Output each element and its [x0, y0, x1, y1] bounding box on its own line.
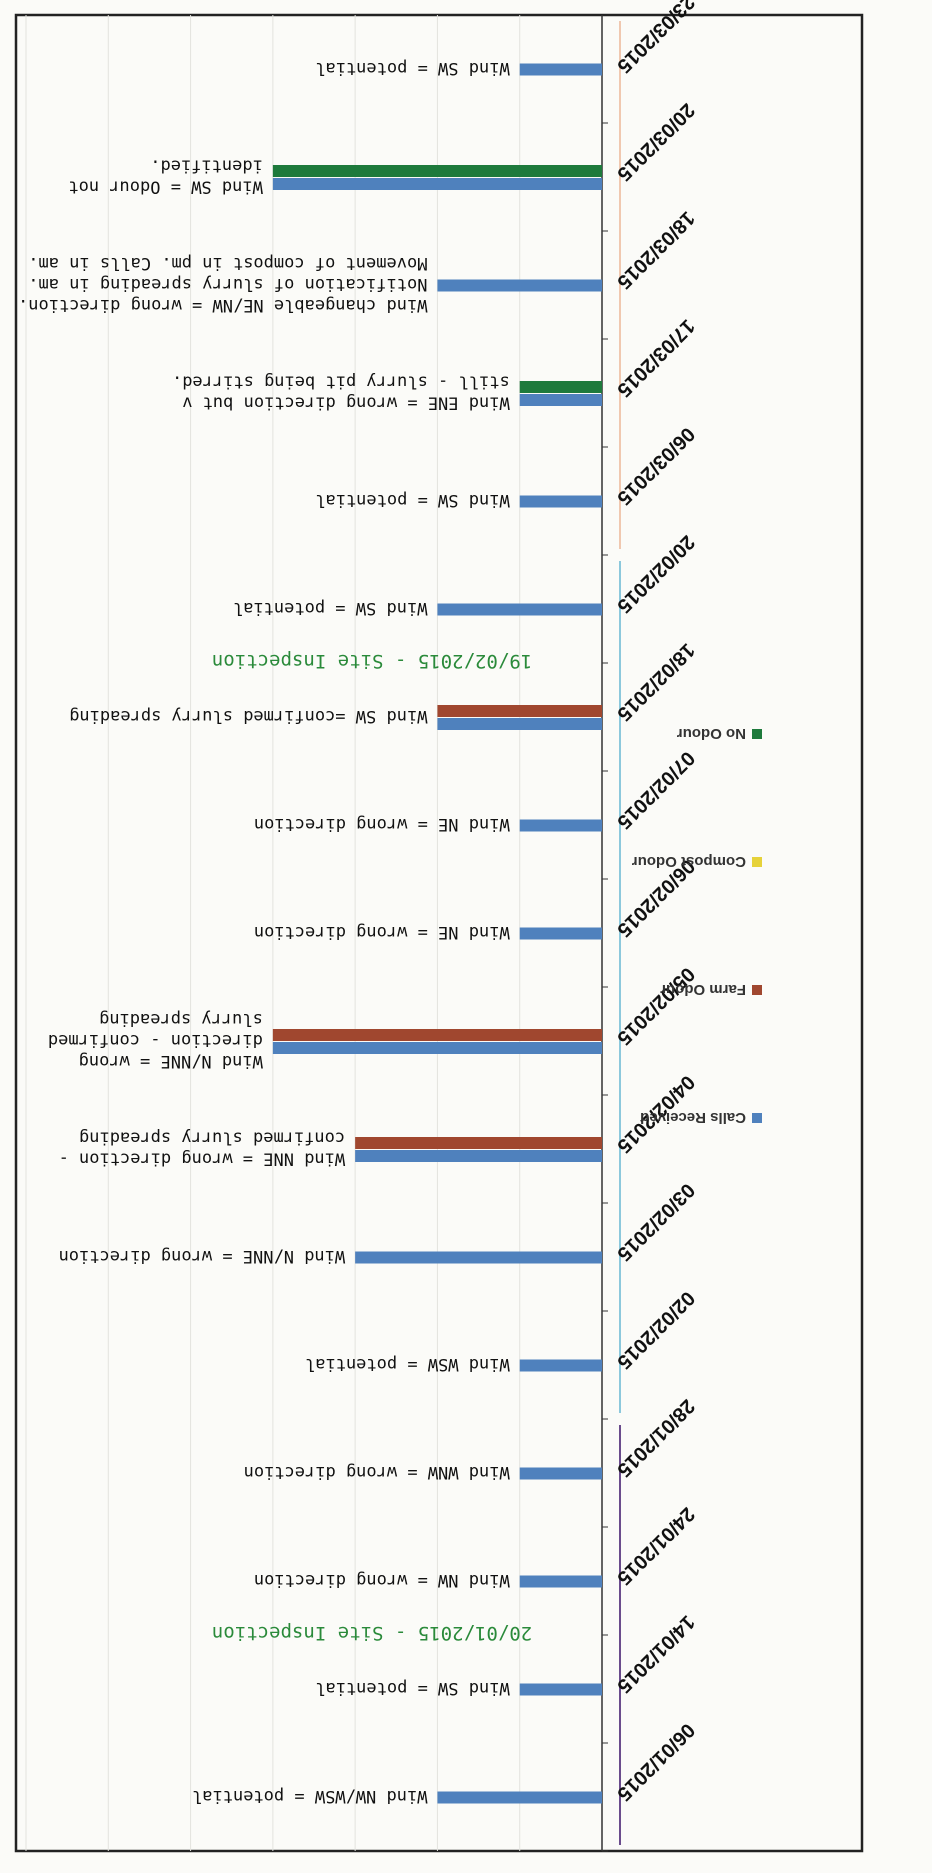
y-tick-label: 2 [431, 0, 443, 1]
bar-calls-received [519, 63, 602, 76]
x-tick-label: 23/03/2015 [612, 0, 698, 77]
bar-calls-received [519, 927, 602, 940]
bar-annotation: Wind NE = wrong direction [254, 814, 510, 834]
bar-calls-received [519, 1683, 602, 1696]
bar-annotation: Wind NE = wrong direction [254, 922, 510, 942]
x-tick-label: 05/02/2015 [612, 963, 698, 1049]
bar-annotation: direction - confirmed [48, 1030, 263, 1050]
plot-frame [14, 13, 864, 1853]
x-tick-label: 17/03/2015 [612, 315, 698, 401]
bar-annotation: Wind N/NNE = wrong [79, 1051, 263, 1071]
x-tick-label: 28/01/2015 [612, 1395, 698, 1481]
bar-calls-received [272, 1042, 602, 1054]
bar-no-odour [272, 165, 602, 177]
bar-farm-odour [437, 705, 602, 717]
bar-calls-received [437, 603, 602, 616]
bar-calls-received [437, 718, 602, 730]
bar-calls-received [272, 178, 602, 190]
bar-annotation: Wind SW = potential [315, 1678, 509, 1698]
bar-annotation: Wind ENE = wrong direction but v [182, 393, 510, 413]
y-tick-label: 1 [514, 0, 526, 1]
y-tick-label: 4 [266, 0, 279, 1]
legend-swatch [752, 729, 762, 739]
bar-calls-received [519, 1575, 602, 1588]
bar-calls-received [519, 1467, 602, 1480]
y-tick-label: 6 [102, 0, 114, 1]
bar-farm-odour [355, 1137, 602, 1149]
y-tick-label: 0 [596, 0, 608, 1]
legend-swatch [752, 1113, 762, 1123]
legend-label: No Odour [677, 725, 746, 742]
legend-label: Compost Odour [632, 853, 746, 870]
legend-swatch [752, 857, 762, 867]
bar-annotation: Wind SW = potential [233, 598, 427, 618]
bar-annotation: Wind SW = potential [315, 58, 509, 78]
bar-annotation: Wind NW/WSW = potential [192, 1786, 427, 1806]
chart-rotated-group: 0 1 2 3 4 5 6 7 Wind NW/WSW = potential 06/01/201… [14, 0, 864, 1853]
x-tick-label: 07/02/2015 [612, 747, 698, 833]
bar-calls-received [437, 279, 602, 292]
bar-calls-received [355, 1150, 602, 1162]
x-tick-label: 02/02/2015 [612, 1287, 698, 1373]
bar-annotation: confirmed slurry spreading [79, 1128, 345, 1148]
legend-swatch [752, 985, 762, 995]
bar-calls-received [437, 1791, 602, 1804]
x-tick-label: 20/02/2015 [612, 531, 698, 617]
y-tick-label: 3 [349, 0, 361, 1]
bar-annotation: Wind changeable NE/NW = wrong direction. [18, 295, 427, 315]
bar-calls-received [519, 1359, 602, 1372]
bar-no-odour [519, 381, 602, 393]
bar-annotation: Movement of compost in pm. Calls in am. [28, 253, 427, 273]
x-tick-label: 06/01/2015 [612, 1719, 698, 1805]
x-tick-label: 18/03/2015 [612, 207, 698, 293]
x-tick-label: 03/02/2015 [612, 1179, 698, 1265]
bar-annotation: Wind SW = Odour not [68, 177, 262, 197]
bar-calls-received [519, 819, 602, 832]
legend-label: Farm Odour [660, 981, 746, 998]
x-tick-label: 18/02/2015 [612, 639, 698, 725]
bar-annotation: Wind SW =confirmed slurry spreading [69, 706, 427, 726]
bar-annotation: Wind SW = potential [315, 490, 509, 510]
bar-annotation: Wind NW = wrong direction [254, 1570, 510, 1590]
bar-annotation: Wind WNW = wrong direction [244, 1462, 510, 1482]
x-tick-label: 24/01/2015 [612, 1503, 698, 1589]
x-tick-label: 14/01/2015 [612, 1611, 698, 1697]
bar-annotation: still - slurry pit being stirred. [172, 372, 510, 392]
bar-annotation: slurry spreading [99, 1009, 263, 1029]
bar-calls-received [355, 1251, 602, 1264]
bar-annotation: Wind NNE = wrong direction - [59, 1149, 346, 1169]
x-tick-label: 20/03/2015 [612, 99, 698, 185]
bar-annotation: Notification of slurry spreading in am. [28, 274, 427, 294]
site-inspection-note: 19/02/2015 - Site Inspection [212, 650, 532, 672]
legend-label: Calls Received [640, 1109, 746, 1126]
bar-calls-received [519, 495, 602, 508]
bar-annotation: identified. [150, 156, 263, 176]
bar-annotation: Wind N/NNE = wrong direction [59, 1246, 346, 1266]
y-tick-label: 7 [20, 0, 32, 1]
site-inspection-note: 20/01/2015 - Site Inspection [212, 1622, 532, 1644]
x-tick-label: 06/03/2015 [612, 423, 698, 509]
bar-calls-received [519, 394, 602, 406]
bar-annotation: Wind WSW = potential [305, 1354, 510, 1374]
y-tick-label: 5 [184, 0, 196, 1]
bar-farm-odour [272, 1029, 602, 1041]
